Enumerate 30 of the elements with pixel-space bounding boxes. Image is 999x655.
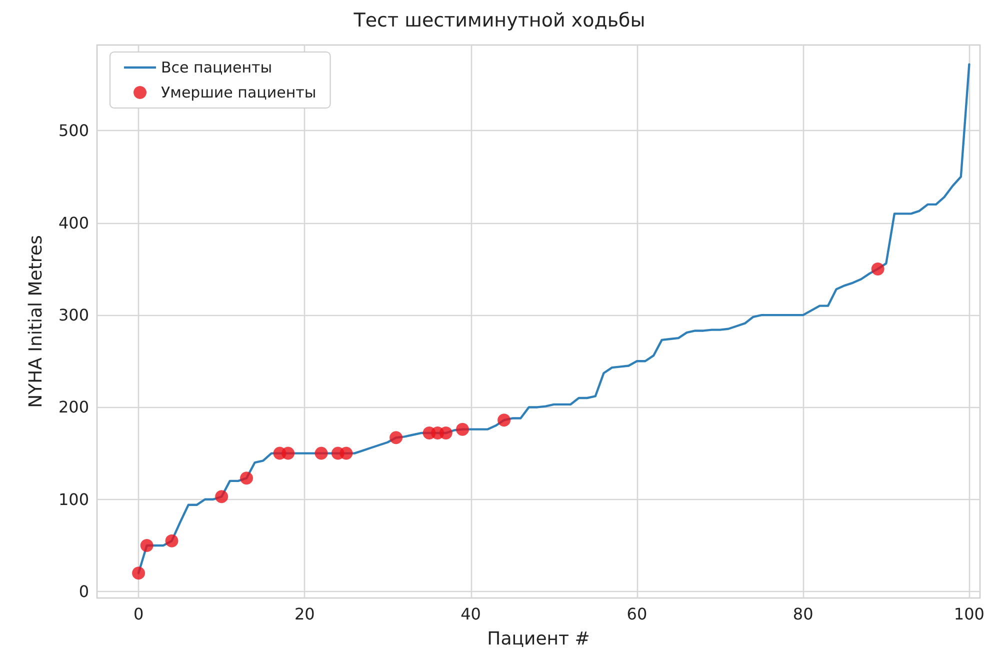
chart-title: Тест шестиминутной ходьбы — [352, 10, 646, 32]
legend-label: Умершие пациенты — [161, 84, 316, 102]
x-tick-label: 100 — [954, 604, 984, 624]
point — [498, 414, 511, 427]
point — [456, 422, 469, 436]
y-tick-label: 300 — [58, 306, 89, 325]
x-tick-label: 0 — [133, 604, 144, 624]
y-tick-label: 0 — [78, 582, 89, 602]
x-tick-label: 60 — [626, 604, 648, 624]
point — [215, 490, 228, 504]
y-tick-label: 200 — [58, 398, 89, 417]
y-axis-title: NYHA Initial Metres — [26, 235, 46, 408]
point — [165, 534, 178, 548]
x-tick-label: 80 — [792, 604, 814, 624]
x-tick-label: 40 — [460, 604, 481, 624]
point — [282, 446, 295, 460]
x-tick-label: 20 — [294, 604, 315, 624]
point — [390, 431, 403, 444]
point — [340, 446, 353, 460]
y-tick-label: 500 — [58, 121, 89, 140]
x-axis-title: Пациент # — [487, 628, 590, 650]
legend-label: Все пациенты — [161, 58, 272, 76]
point — [439, 426, 452, 440]
y-tick-label: 100 — [58, 490, 89, 509]
y-tick-label: 400 — [58, 213, 89, 232]
point — [314, 446, 328, 460]
point — [240, 472, 254, 485]
point — [871, 262, 884, 276]
point — [132, 566, 146, 580]
point — [140, 538, 154, 552]
